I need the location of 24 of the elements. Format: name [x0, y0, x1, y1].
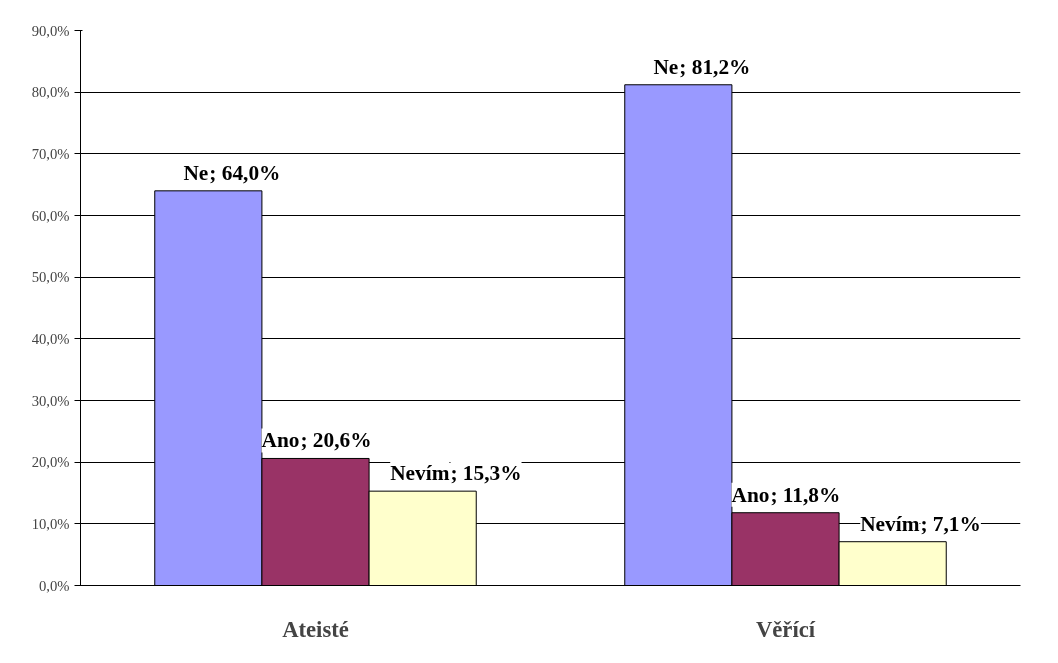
- series-label: Nevím: [390, 461, 450, 486]
- y-tick-label: 40,0%: [31, 330, 70, 347]
- text: Ano: [731, 482, 770, 507]
- series-label: Ano: [261, 428, 300, 453]
- y-tick-label: 10,0%: [31, 515, 70, 532]
- text: Nevím: [860, 511, 920, 536]
- y-tick-label: 30,0%: [31, 392, 70, 409]
- y-tick-label: 20,0%: [31, 454, 70, 471]
- y-tick-label: 50,0%: [31, 269, 70, 286]
- x-tick-label: Věřící: [755, 616, 816, 642]
- data-label: ; 15,3%: [450, 461, 522, 486]
- data-label: ; 11,8%: [770, 482, 841, 507]
- y-tick-label: 0,0%: [38, 577, 70, 594]
- y-tick-label: 80,0%: [31, 84, 70, 101]
- data-label: ; 64,0%: [209, 160, 281, 185]
- y-tick-label: 70,0%: [31, 145, 70, 162]
- data-label: ; 20,6%: [300, 428, 372, 453]
- series-label: Ne: [183, 160, 209, 185]
- y-tick-label: 60,0%: [31, 207, 70, 224]
- y-tick-label: 90,0%: [31, 22, 70, 39]
- text: Ne: [653, 54, 679, 79]
- x-tick-label: Ateisté: [282, 616, 349, 642]
- data-label: ; 81,2%: [679, 54, 751, 79]
- data-label: ; 7,1%: [920, 511, 981, 536]
